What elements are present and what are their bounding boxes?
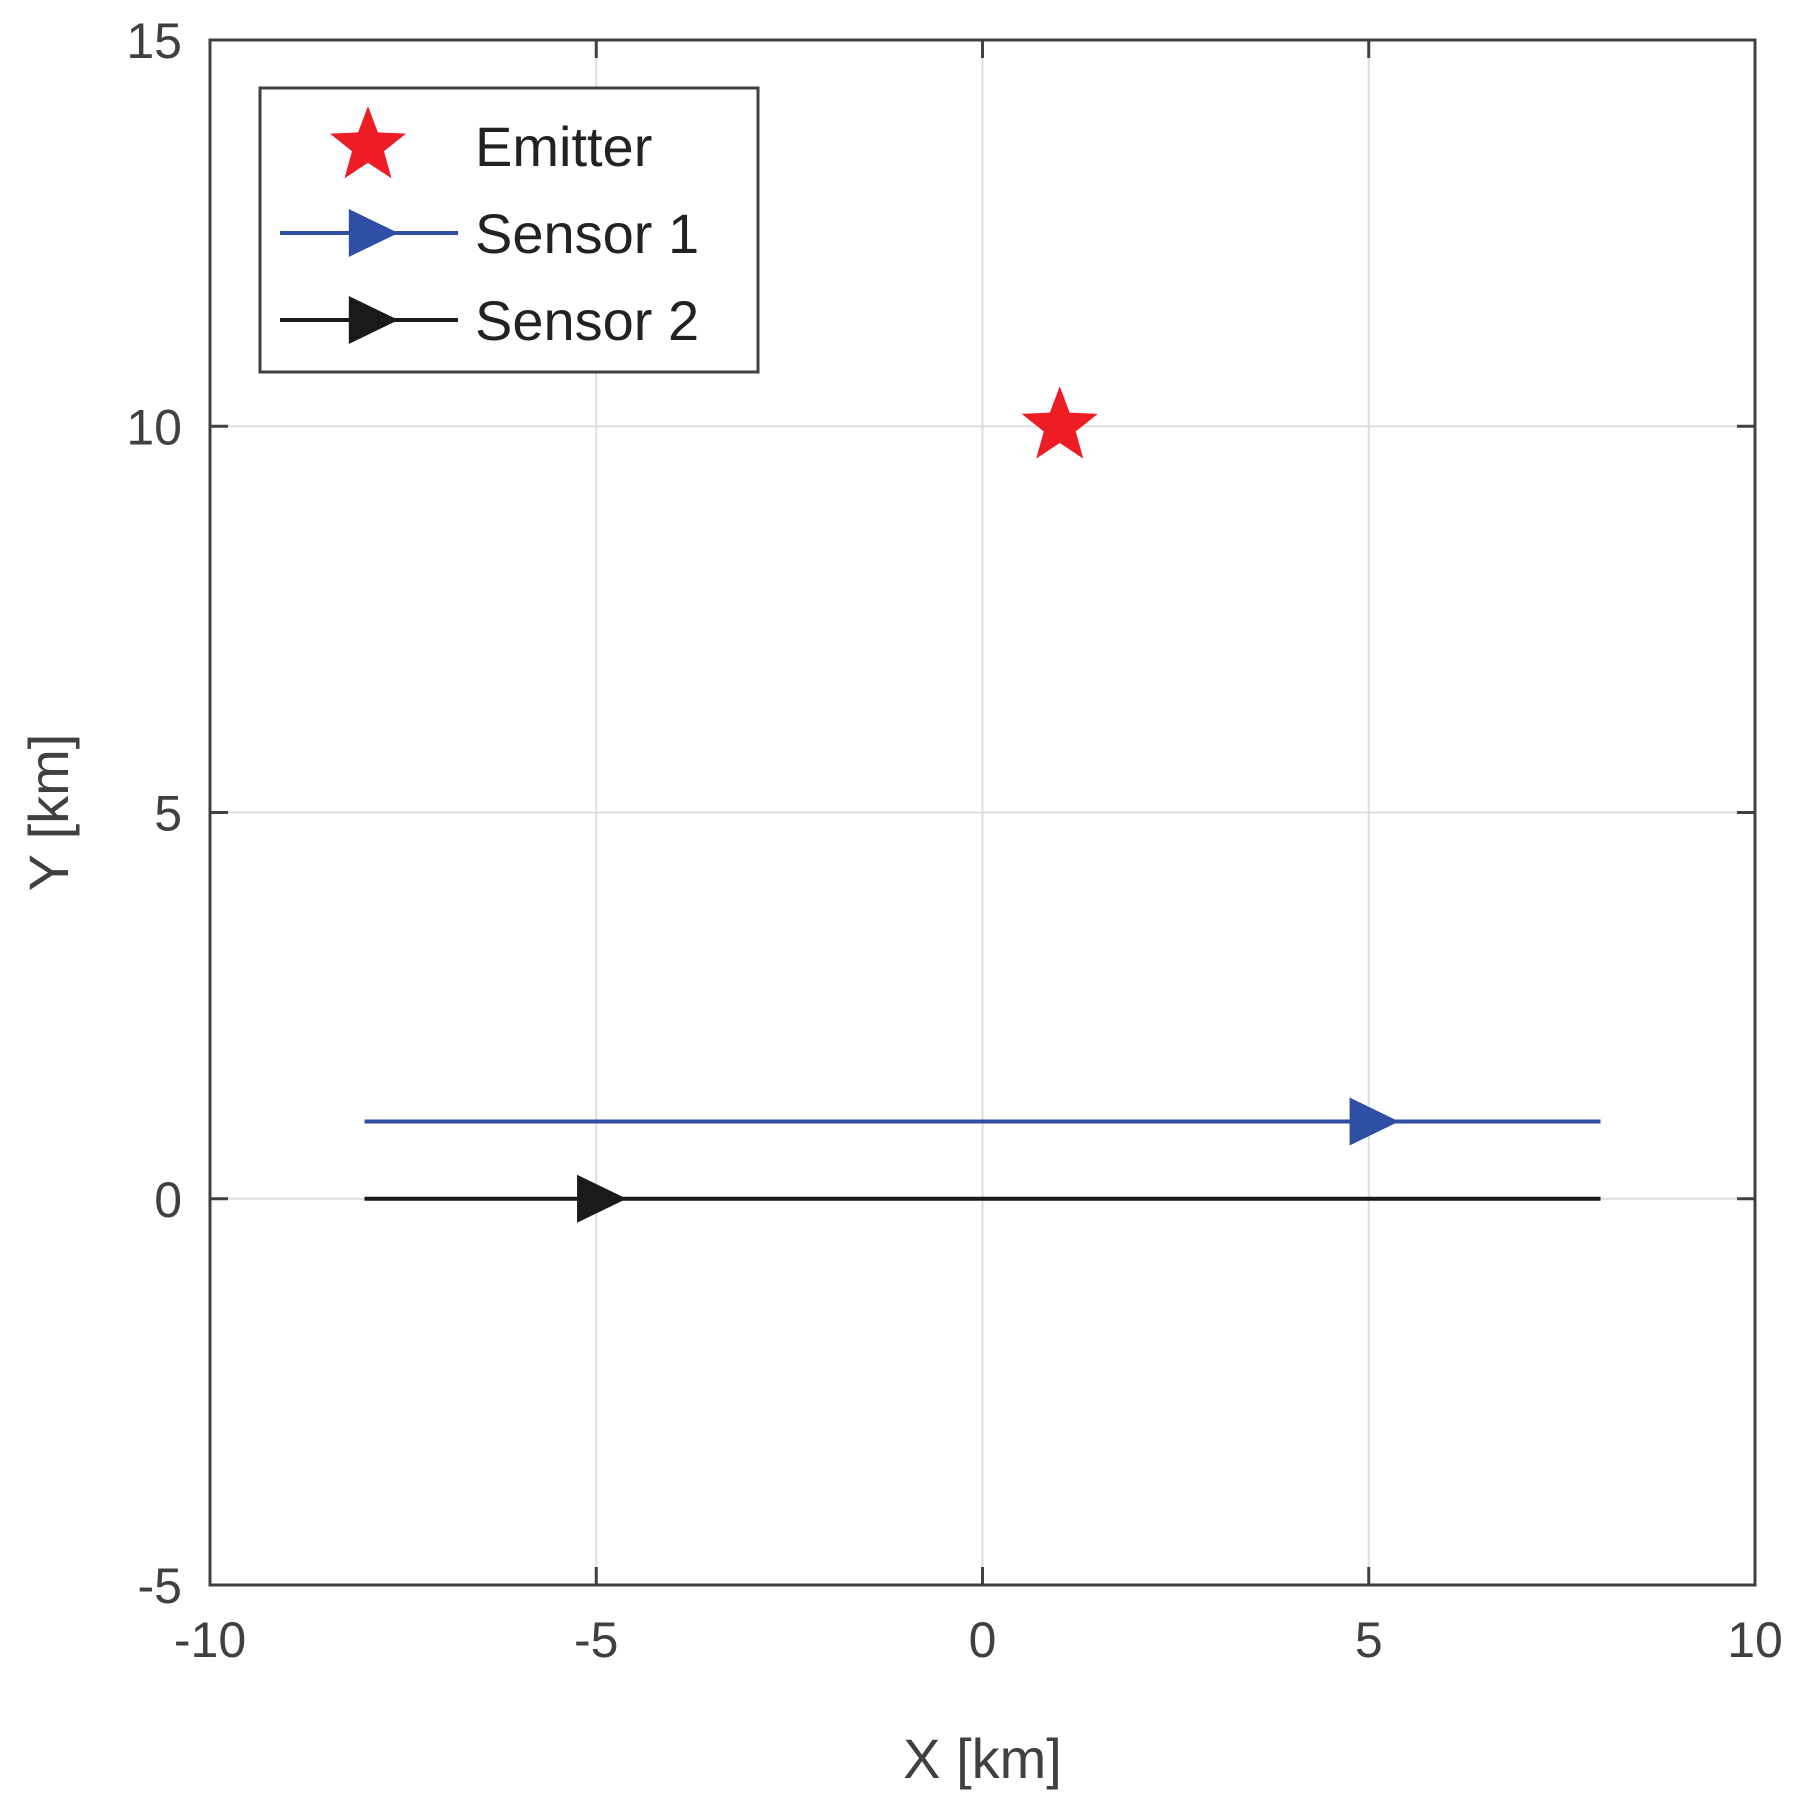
legend-entry: Sensor 1 [280,202,699,265]
legend-label: Sensor 1 [475,202,699,265]
series-emitter [1021,386,1098,459]
data-series [364,386,1601,1223]
x-tick-label: 10 [1727,1612,1783,1668]
legend-entry: Emitter [329,106,652,179]
y-axis-tick-labels: -5 0 5 10 15 [126,13,182,1614]
y-tick-label: 10 [126,399,182,455]
legend-entry: Sensor 2 [280,289,699,352]
legend-marker [348,296,399,344]
series-sensor-1 [364,1097,1601,1146]
legend-label: Emitter [475,115,652,178]
y-tick-label: -5 [138,1558,182,1614]
legend-label: Sensor 2 [475,289,699,352]
x-tick-label: -10 [174,1612,246,1668]
legend-marker [348,209,399,257]
plot-area-frame [208,38,1757,1587]
x-tick-label: 0 [969,1612,997,1668]
series-sensor-2 [364,1174,1601,1223]
legend-marker [329,106,407,179]
y-tick-label: 0 [154,1172,182,1228]
x-tick-label: 5 [1355,1612,1383,1668]
data-point-star [1021,386,1098,459]
x-tick-label: -5 [574,1612,618,1668]
y-tick-label: 5 [154,786,182,842]
x-axis-tick-labels: -10 -5 0 5 10 [174,1612,1783,1668]
data-point-triangle [577,1174,627,1223]
data-point-triangle [1349,1097,1400,1146]
legend-entries: Emitter Sensor 1 Sensor 2 [280,106,699,352]
legend: Emitter Sensor 1 Sensor 2 [258,86,760,374]
x-axis-label: X [km] [903,1727,1062,1790]
y-axis-label: Y [km] [17,734,80,892]
y-tick-label: 15 [126,13,182,69]
